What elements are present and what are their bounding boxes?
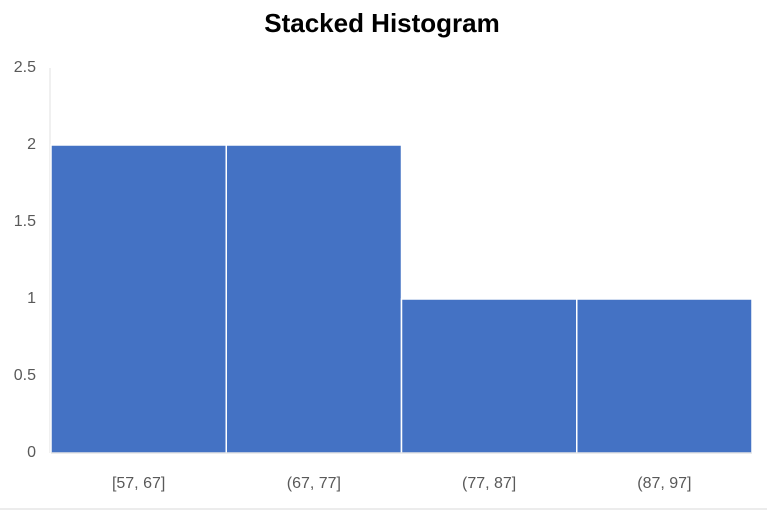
y-tick-label: 2.5 (14, 59, 36, 76)
y-tick-label: 0.5 (14, 367, 36, 384)
bar (576, 298, 753, 454)
bar (400, 298, 578, 454)
x-tick-label: (77, 87] (462, 475, 516, 492)
y-tick-label: 2 (27, 136, 36, 153)
x-tick-label: [57, 67] (112, 475, 165, 492)
y-tick-label: 1 (27, 290, 36, 307)
bar (225, 144, 403, 454)
chart-title: Stacked Histogram (264, 8, 500, 38)
y-tick-label: 0 (27, 444, 36, 461)
x-tick-label: (87, 97] (637, 475, 691, 492)
y-tick-label: 1.5 (14, 213, 36, 230)
x-tick-label: (67, 77] (287, 475, 341, 492)
bar (50, 144, 227, 454)
